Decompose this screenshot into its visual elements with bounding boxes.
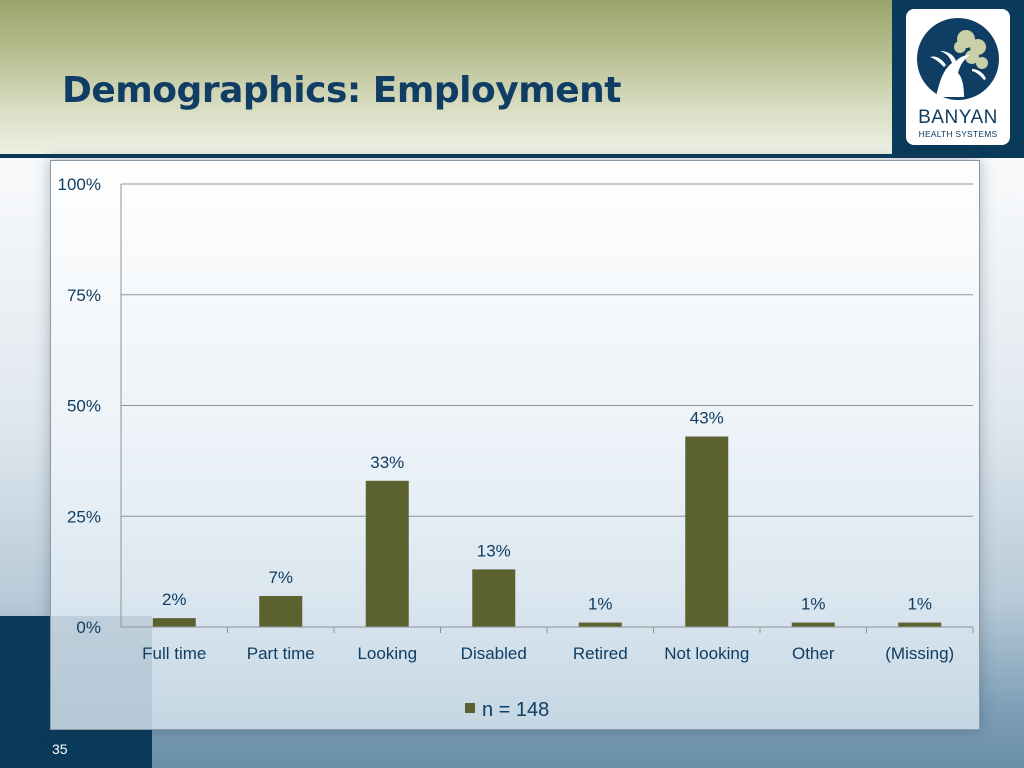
bar	[578, 622, 622, 627]
bar	[152, 618, 196, 627]
y-tick-label: 0%	[76, 618, 101, 637]
bar	[791, 622, 835, 627]
bar	[259, 595, 303, 627]
banyan-tree-icon	[917, 18, 999, 100]
bar	[685, 436, 729, 627]
data-label: 1%	[907, 595, 932, 614]
header-rule	[0, 154, 1024, 158]
data-label: 13%	[477, 541, 511, 560]
header-band	[0, 0, 892, 154]
x-tick-label: Looking	[357, 644, 417, 663]
x-tick-label: Retired	[573, 644, 628, 663]
bar	[472, 569, 516, 627]
x-tick-label: Other	[792, 644, 835, 663]
x-tick-label: Full time	[142, 644, 206, 663]
logo: BANYAN HEALTH SYSTEMS	[906, 9, 1010, 145]
data-label: 7%	[268, 568, 293, 587]
x-tick-label: Disabled	[461, 644, 527, 663]
x-tick-label: (Missing)	[885, 644, 954, 663]
chart-frame: 0% 25% 50% 75% 100% 2% Full time 7% Part time 33%…	[50, 160, 980, 730]
y-tick-label: 25%	[67, 507, 101, 526]
slide-number: 35	[52, 741, 68, 757]
logo-name: BANYAN	[918, 107, 998, 128]
y-tick-label: 75%	[67, 286, 101, 305]
slide-title: Demographics: Employment	[62, 70, 621, 111]
logo-subtitle: HEALTH SYSTEMS	[918, 129, 998, 139]
y-tick-label: 50%	[67, 397, 101, 416]
bar	[898, 622, 942, 627]
employment-bar-chart: 0% 25% 50% 75% 100% 2% Full time 7% Part time 33%…	[58, 175, 974, 721]
legend-swatch	[465, 703, 475, 713]
legend-label: n = 148	[482, 699, 549, 721]
x-tick-label: Not looking	[664, 644, 749, 663]
x-tick-label: Part time	[247, 644, 315, 663]
bar	[365, 480, 409, 627]
data-label: 1%	[801, 595, 826, 614]
y-tick-label: 100%	[58, 175, 101, 194]
data-label: 43%	[690, 409, 724, 428]
data-label: 1%	[588, 595, 613, 614]
data-label: 2%	[162, 590, 187, 609]
data-label: 33%	[370, 453, 404, 472]
